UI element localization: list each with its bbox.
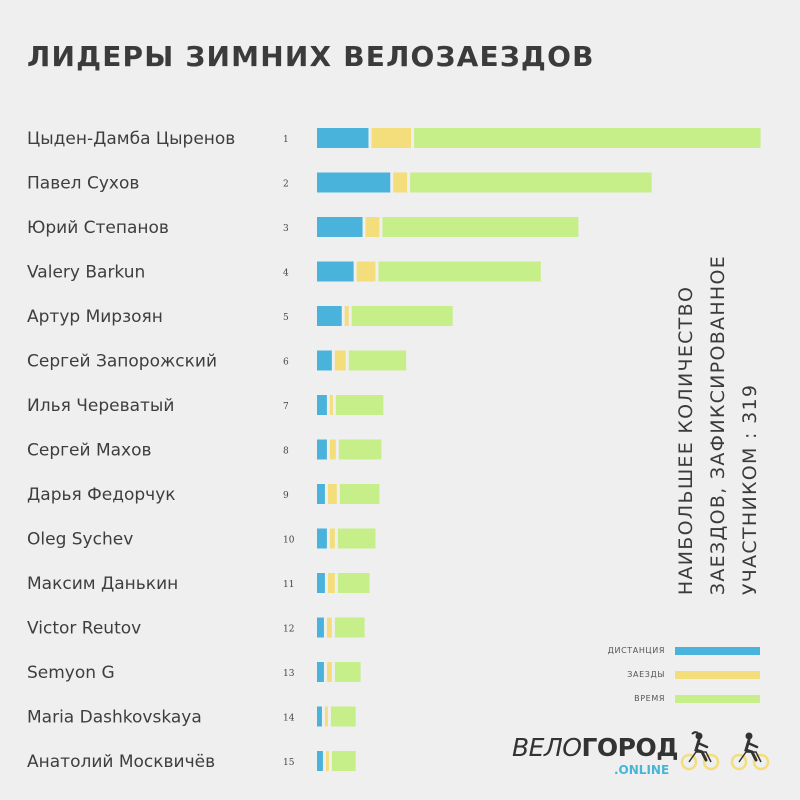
logo-sub: .ONLINE bbox=[614, 763, 670, 777]
bar-distance bbox=[317, 172, 391, 193]
category-label: Цыден-Дамба Цыренов bbox=[27, 129, 235, 149]
legend-label: ВРЕМЯ bbox=[634, 694, 665, 703]
bar-time bbox=[337, 528, 376, 549]
cyclist-male-icon bbox=[730, 732, 770, 771]
cyclist-female-icon bbox=[680, 731, 720, 771]
category-label: Артур Мирзоян bbox=[27, 307, 163, 327]
category-label: Юрий Степанов bbox=[27, 218, 169, 238]
rank-label: 6 bbox=[283, 358, 289, 368]
bar-time bbox=[335, 395, 384, 415]
bar-rides bbox=[327, 573, 335, 593]
page-title: ЛИДЕРЫ ЗИМНИХ ВЕЛОЗАЕЗДОВ bbox=[27, 40, 595, 73]
category-label: Дарья Федорчук bbox=[27, 485, 176, 505]
bar-rides bbox=[334, 350, 346, 371]
category-label: Сергей Запорожский bbox=[27, 352, 217, 372]
bar-distance bbox=[317, 395, 327, 415]
side-note-line-3: УЧАСТНИКОМ : 319 bbox=[739, 383, 761, 596]
bar-rides bbox=[326, 617, 332, 638]
category-label: Павел Сухов bbox=[27, 174, 139, 194]
rank-label: 8 bbox=[283, 447, 289, 457]
bar-distance bbox=[317, 662, 324, 682]
bar-rides bbox=[329, 439, 336, 460]
rank-label: 2 bbox=[283, 180, 289, 190]
bar-distance bbox=[317, 217, 363, 237]
legend-label: ЗАЕЗДЫ bbox=[627, 670, 665, 679]
bar-time bbox=[334, 617, 365, 638]
legend-swatch-time bbox=[675, 695, 760, 703]
bar-rides bbox=[344, 306, 349, 326]
logo-part-2: ГОРОД bbox=[581, 733, 678, 762]
rank-label: 12 bbox=[283, 625, 294, 635]
bar-rides bbox=[356, 261, 376, 282]
category-label: Анатолий Москвичёв bbox=[27, 752, 215, 772]
legend-swatch-distance bbox=[675, 647, 760, 655]
category-label: Maria Dashkovskaya bbox=[27, 708, 202, 728]
bar-rides bbox=[326, 662, 332, 682]
rank-label: 11 bbox=[283, 580, 294, 590]
bar-distance bbox=[317, 439, 327, 460]
rank-label: 10 bbox=[283, 536, 295, 546]
bar-time bbox=[351, 306, 453, 326]
rank-label: 3 bbox=[283, 224, 289, 234]
category-label: Valery Barkun bbox=[27, 263, 145, 283]
category-label: Илья Череватый bbox=[27, 396, 174, 416]
category-label: Oleg Sychev bbox=[27, 530, 133, 550]
bar-time bbox=[330, 706, 356, 727]
bar-time bbox=[337, 573, 370, 593]
bar-time bbox=[334, 662, 361, 682]
legend-label: ДИСТАНЦИЯ bbox=[607, 646, 665, 655]
bar-distance bbox=[317, 751, 323, 771]
legend-item-rides: ЗАЕЗДЫ bbox=[560, 667, 765, 691]
velogorod-logo: ВЕЛОГОРОД .ONLINE bbox=[512, 733, 678, 777]
bar-distance bbox=[317, 350, 332, 371]
bar-time bbox=[414, 128, 761, 148]
side-note-line-2: ЗАЕЗДОВ, ЗАФИКСИРОВАННОЕ bbox=[707, 254, 729, 596]
rank-label: 4 bbox=[283, 269, 289, 279]
legend-item-distance: ДИСТАНЦИЯ bbox=[560, 643, 765, 667]
bar-distance bbox=[317, 261, 354, 282]
bar-time bbox=[382, 217, 579, 237]
bar-rides bbox=[327, 484, 337, 504]
bar-time bbox=[348, 350, 407, 371]
bar-distance bbox=[317, 128, 369, 148]
bar-rides bbox=[329, 528, 335, 549]
category-label: Максим Данькин bbox=[27, 574, 178, 594]
bar-time bbox=[338, 439, 382, 460]
bar-distance bbox=[317, 306, 342, 326]
category-label: Victor Reutov bbox=[27, 619, 141, 639]
category-label: Сергей Махов bbox=[27, 441, 152, 461]
bar-time bbox=[378, 261, 541, 282]
bar-time bbox=[331, 751, 356, 771]
bar-rides bbox=[325, 751, 329, 771]
rank-label: 1 bbox=[283, 135, 289, 145]
bar-time bbox=[410, 172, 652, 193]
legend-item-time: ВРЕМЯ bbox=[560, 691, 765, 715]
rank-label: 5 bbox=[283, 313, 289, 323]
bar-rides bbox=[365, 217, 380, 237]
rank-label: 15 bbox=[283, 758, 295, 768]
side-note-line-1: НАИБОЛЬШЕЕ КОЛИЧЕСТВО bbox=[675, 285, 697, 596]
bar-time bbox=[339, 484, 380, 504]
bar-rides bbox=[393, 172, 408, 193]
bar-distance bbox=[317, 528, 327, 549]
logo-part-1: ВЕЛО bbox=[512, 733, 582, 762]
rank-label: 14 bbox=[283, 714, 295, 724]
bar-distance bbox=[317, 706, 322, 727]
legend: ДИСТАНЦИЯ ЗАЕЗДЫ ВРЕМЯ bbox=[560, 643, 765, 715]
bar-distance bbox=[317, 617, 324, 638]
bar-rides bbox=[371, 128, 412, 148]
bar-rides bbox=[329, 395, 333, 415]
legend-swatch-rides bbox=[675, 671, 760, 679]
rank-label: 13 bbox=[283, 669, 295, 679]
rank-label: 9 bbox=[283, 491, 289, 501]
bar-rides bbox=[324, 706, 328, 727]
rank-label: 7 bbox=[283, 402, 289, 412]
category-label: Semyon G bbox=[27, 663, 115, 683]
bar-distance bbox=[317, 484, 325, 504]
side-note: НАИБОЛЬШЕЕ КОЛИЧЕСТВО ЗАЕЗДОВ, ЗАФИКСИРО… bbox=[670, 255, 766, 595]
bar-distance bbox=[317, 573, 325, 593]
